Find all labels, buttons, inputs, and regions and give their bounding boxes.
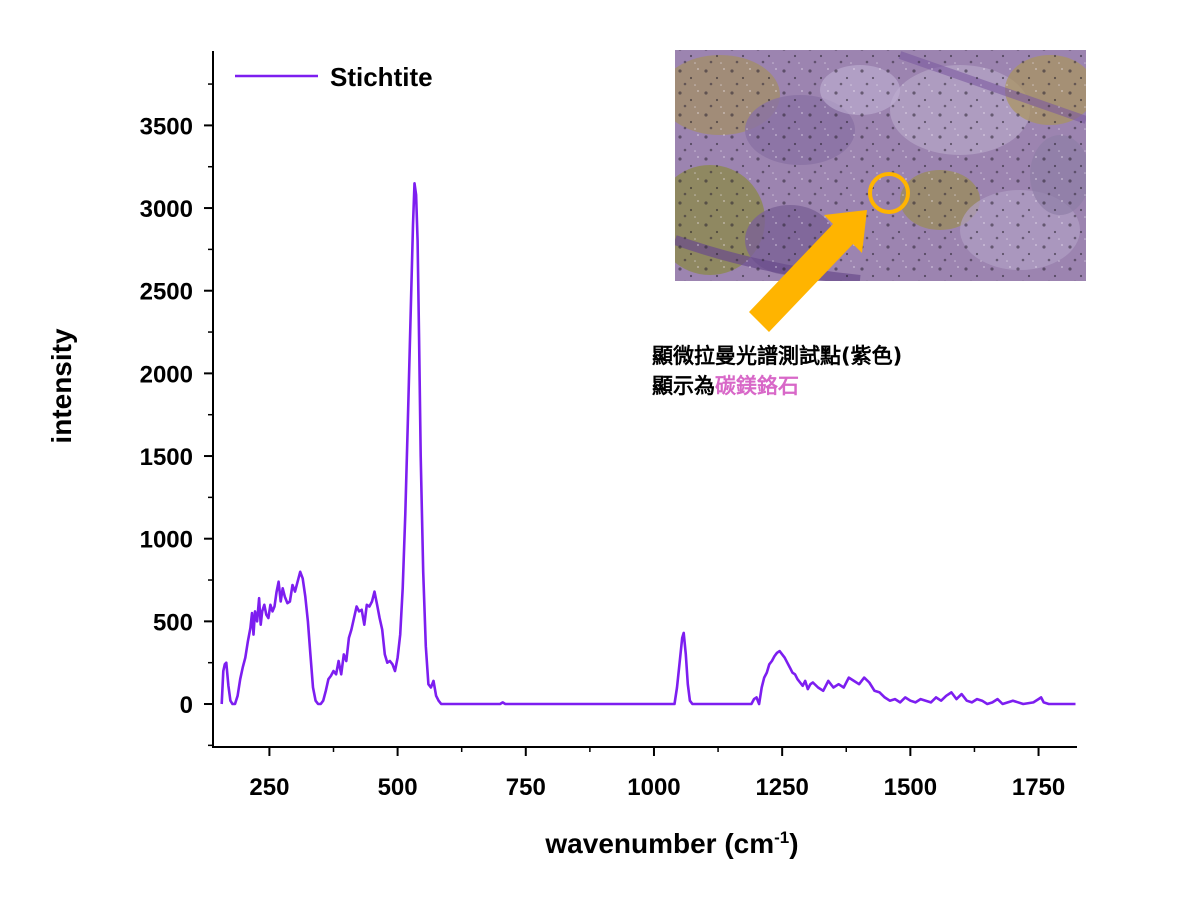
legend-label: Stichtite	[330, 62, 433, 92]
caption-line-2: 顯示為碳鎂鉻石	[652, 371, 902, 401]
y-axis-title: intensity	[46, 328, 77, 444]
x-tick-label: 1750	[1012, 774, 1065, 801]
y-tick-label: 2000	[140, 361, 193, 388]
y-tick-label: 2500	[140, 279, 193, 306]
x-tick-label: 250	[249, 774, 289, 801]
x-tick-label: 1500	[884, 774, 937, 801]
x-tick-label: 500	[378, 774, 418, 801]
x-axis-ticks: 250 500 750 1000 1250 1500 1750	[249, 747, 1065, 801]
x-tick-label: 750	[506, 774, 546, 801]
x-tick-label: 1000	[627, 774, 680, 801]
measurement-point-circle-icon	[868, 172, 910, 214]
caption-highlight-mineral: 碳鎂鉻石	[715, 374, 799, 398]
pointer-arrow-icon	[749, 210, 867, 332]
y-tick-label: 1000	[140, 527, 193, 554]
y-tick-label: 500	[153, 609, 193, 636]
caption-line-2-prefix: 顯示為	[652, 374, 715, 398]
inset-caption: 顯微拉曼光譜測試點(紫色) 顯示為碳鎂鉻石	[652, 341, 902, 401]
series-line-stichtite	[220, 182, 1076, 706]
y-tick-label: 0	[180, 692, 193, 719]
legend: Stichtite	[235, 62, 433, 92]
y-axis-ticks: 0 500 1000 1500 2000 2500 3000 3500	[140, 83, 213, 747]
caption-line-1: 顯微拉曼光譜測試點(紫色)	[652, 344, 903, 368]
y-tick-label: 3500	[140, 113, 193, 140]
microscope-photo	[675, 50, 1086, 281]
x-axis-title: wavenumber (cm-1)	[544, 828, 798, 859]
y-tick-label: 3000	[140, 196, 193, 223]
x-tick-label: 1250	[755, 774, 808, 801]
y-tick-label: 1500	[140, 444, 193, 471]
